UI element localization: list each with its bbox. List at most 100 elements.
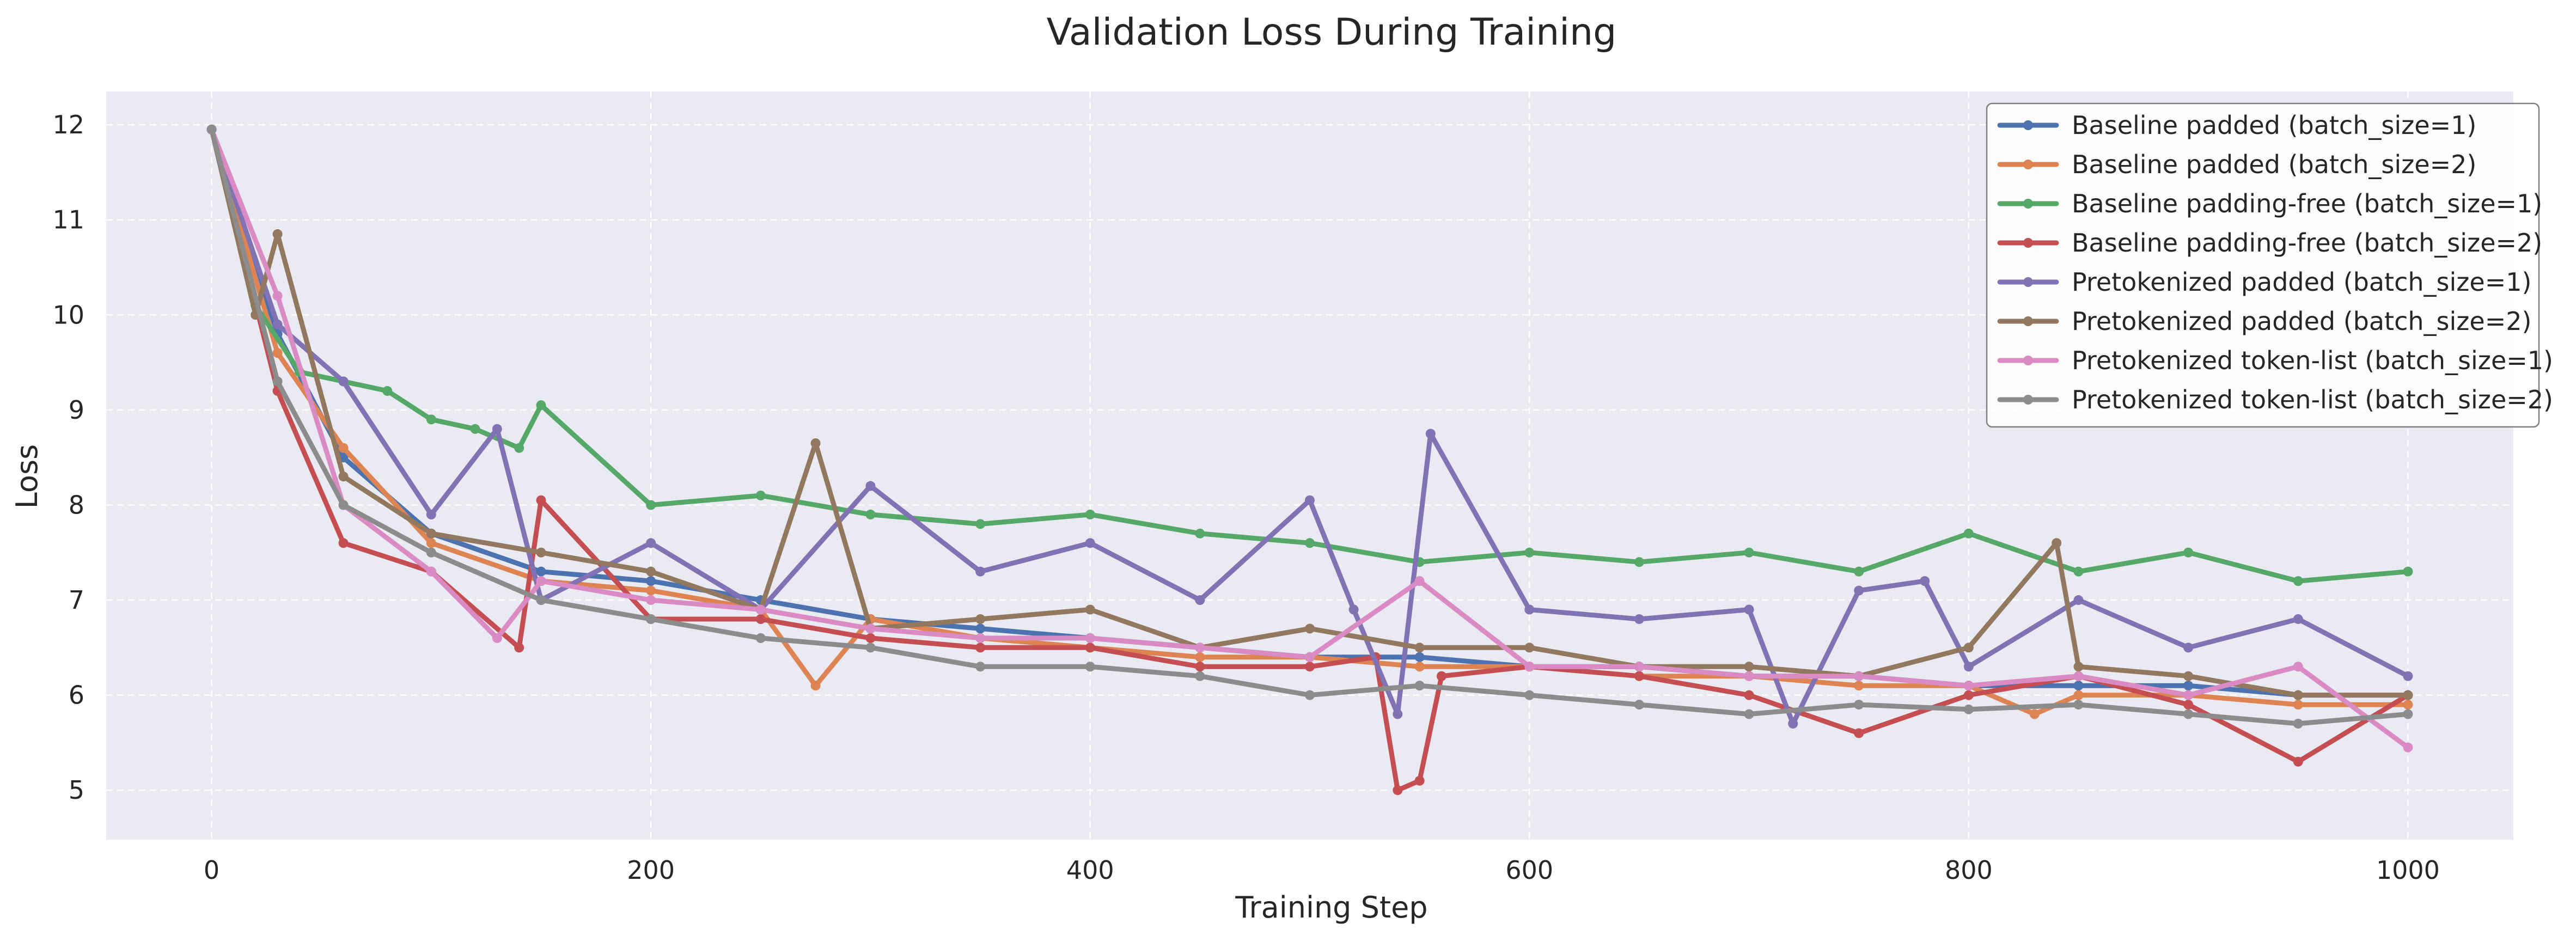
data-point	[1788, 719, 1798, 729]
data-point	[1963, 643, 1974, 653]
data-point	[2293, 719, 2303, 729]
data-point	[2029, 709, 2040, 719]
data-point	[272, 291, 283, 301]
data-point	[514, 643, 524, 653]
data-point	[646, 585, 656, 596]
legend-item: Pretokenized padded (batch_size=1)	[1997, 267, 2532, 297]
data-point	[1524, 547, 1535, 558]
data-point	[338, 500, 349, 510]
series-line	[209, 127, 2410, 717]
legend-marker	[2023, 238, 2033, 248]
data-point	[1414, 652, 1425, 662]
series-layer	[206, 124, 2413, 796]
data-point	[646, 595, 656, 605]
y-tick-label: 7	[69, 585, 84, 615]
data-point	[1195, 595, 1205, 605]
x-tick-label: 0	[204, 855, 219, 885]
legend-marker	[2023, 120, 2033, 130]
x-tick-label: 800	[1945, 855, 1993, 885]
data-point	[536, 576, 546, 586]
legend-item: Baseline padding-free (batch_size=1)	[1997, 189, 2542, 218]
data-point	[2073, 681, 2084, 691]
data-point	[1305, 538, 1315, 548]
data-point	[2293, 700, 2303, 710]
y-tick-label: 10	[52, 300, 84, 329]
data-point	[2403, 690, 2413, 700]
legend: Baseline padded (batch_size=1) Baseline p…	[1986, 102, 2553, 428]
data-point	[426, 547, 436, 558]
x-axis-label: Training Step	[1235, 890, 1427, 925]
data-point	[1305, 652, 1315, 662]
y-tick-label: 8	[69, 490, 84, 519]
data-point	[1854, 681, 1864, 691]
data-point	[1524, 643, 1535, 653]
data-point	[1524, 662, 1535, 672]
data-point	[206, 124, 217, 134]
data-point	[1524, 604, 1535, 615]
data-point	[514, 443, 524, 453]
data-point	[338, 538, 349, 548]
data-point	[1425, 429, 1436, 439]
data-point	[1195, 652, 1205, 662]
data-point	[272, 376, 283, 387]
x-tick-label: 200	[627, 855, 675, 885]
y-tick-label: 12	[52, 110, 84, 139]
data-point	[755, 490, 766, 500]
data-point	[1963, 528, 1974, 539]
legend-marker	[2023, 395, 2033, 405]
data-point	[865, 481, 876, 491]
legend-label: Baseline padding-free (batch_size=2)	[2072, 228, 2542, 258]
data-point	[1634, 671, 1644, 681]
data-point	[810, 681, 821, 691]
legend-marker	[2023, 316, 2033, 326]
data-point	[1414, 662, 1425, 672]
series-5	[206, 124, 2413, 729]
data-point	[755, 633, 766, 643]
data-point	[1963, 662, 1974, 672]
data-point	[975, 662, 986, 672]
legend-item: Baseline padding-free (batch_size=2)	[1997, 228, 2542, 258]
data-point	[1634, 662, 1644, 672]
y-axis-ticks: 5 6 7 8 9 10 11 12	[52, 110, 84, 805]
data-point	[2293, 662, 2303, 672]
data-point	[646, 614, 656, 624]
data-point	[426, 528, 436, 539]
data-point	[865, 623, 876, 634]
data-point	[975, 566, 986, 577]
data-point	[755, 604, 766, 615]
data-point	[2183, 681, 2194, 691]
data-point	[338, 443, 349, 453]
data-point	[1348, 604, 1359, 615]
x-tick-label: 1000	[2376, 855, 2440, 885]
legend-item: Baseline padded (batch_size=2)	[1997, 150, 2476, 179]
data-point	[1305, 623, 1315, 634]
data-point	[536, 595, 546, 605]
legend-marker	[2023, 356, 2033, 365]
data-point	[470, 424, 480, 434]
data-point	[2183, 671, 2194, 681]
data-point	[2052, 538, 2062, 548]
data-point	[536, 547, 546, 558]
legend-item: Pretokenized token-list (batch_size=2)	[1997, 385, 2553, 414]
data-point	[1195, 528, 1205, 539]
data-point	[975, 633, 986, 643]
data-point	[2183, 643, 2194, 653]
data-point	[2183, 700, 2194, 710]
x-axis-ticks: 0 200 400 600 800 1000	[204, 855, 2440, 885]
data-point	[426, 566, 436, 577]
data-point	[492, 424, 502, 434]
data-point	[2073, 671, 2084, 681]
data-point	[1744, 690, 1754, 700]
data-point	[2403, 742, 2413, 753]
legend-item: Baseline padded (batch_size=1)	[1997, 111, 2476, 140]
data-point	[1393, 709, 1403, 719]
data-point	[272, 348, 283, 358]
data-point	[646, 538, 656, 548]
data-point	[2403, 700, 2413, 710]
data-point	[338, 376, 349, 387]
legend-label: Baseline padded (batch_size=2)	[2072, 150, 2476, 179]
y-tick-label: 5	[69, 775, 84, 805]
data-point	[646, 500, 656, 510]
data-point	[865, 643, 876, 653]
